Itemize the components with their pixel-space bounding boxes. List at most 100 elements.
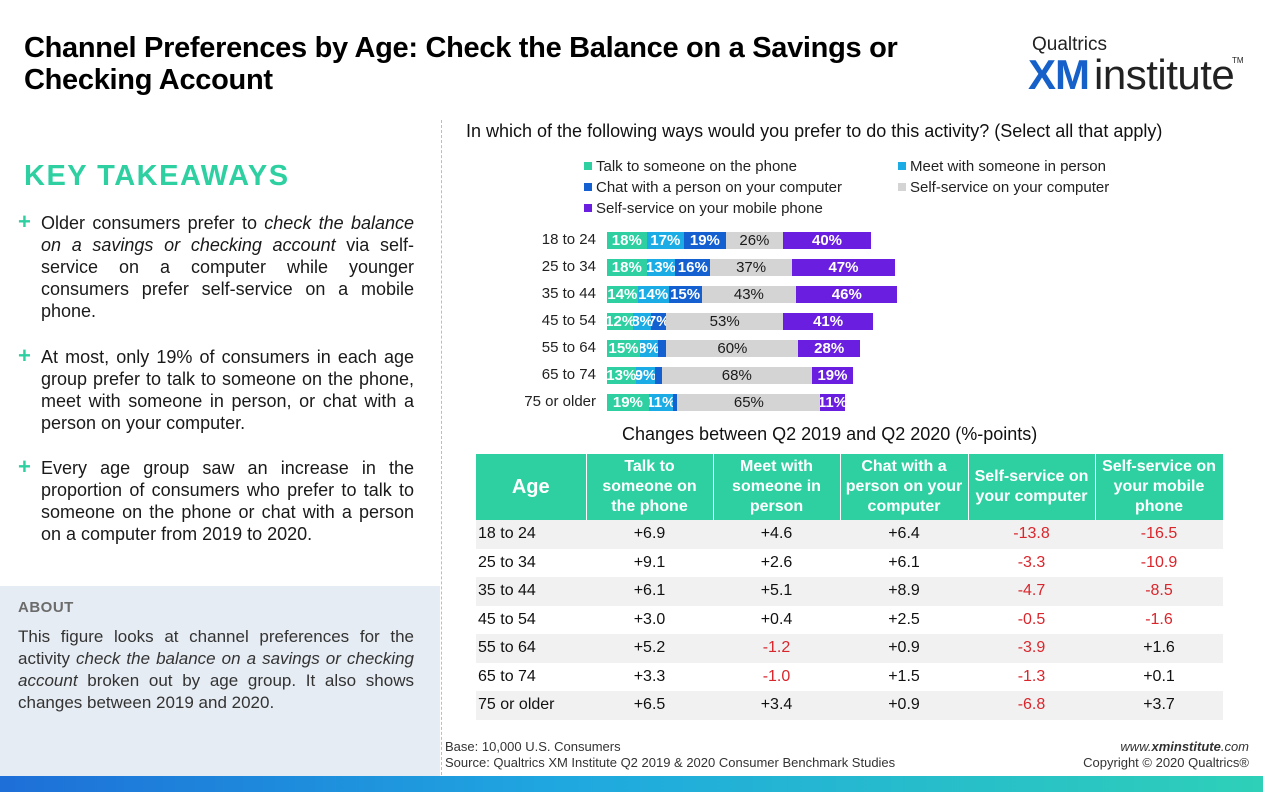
bar-row-label: 65 to 74 — [541, 366, 596, 383]
bar-segment-chat — [655, 367, 662, 384]
bar-row-label: 35 to 44 — [541, 285, 596, 302]
changes-table: Age Talk to someone on the phone Meet wi… — [476, 454, 1224, 720]
about-text: This figure looks at channel preferences… — [18, 627, 414, 712]
table-cell-change: +0.9 — [840, 634, 968, 663]
bar-segment-meet: 9% — [635, 367, 656, 384]
bar-segment-self-mobile: 11% — [820, 394, 845, 411]
column-header-chat: Chat with a person on your computer — [840, 454, 969, 520]
table-cell-change: +1.5 — [888, 667, 920, 685]
takeaway-item: + Older consumers prefer to check the ba… — [18, 209, 414, 322]
column-header-talk: Talk to someone on the phone — [586, 454, 714, 520]
takeaway-item: + Every age group saw an increase in the… — [18, 454, 414, 545]
legend-swatch — [898, 162, 906, 170]
legend-item-self-computer: Self-service on your computer — [898, 179, 1109, 196]
table-cell-change: -13.8 — [968, 520, 1095, 549]
changes-table-header-row: Age Talk to someone on the phone Meet wi… — [476, 454, 1224, 520]
footer-copyright: Copyright © 2020 Qualtrics® — [1083, 755, 1249, 770]
logo-xm-text: XM — [1028, 51, 1090, 98]
table-cell-change: +6.1 — [586, 577, 713, 606]
table-cell-change: -1.2 — [713, 634, 840, 663]
bar-segment-self-computer: 60% — [666, 340, 799, 357]
about-heading: ABOUT — [18, 599, 74, 616]
table-cell-change: +8.9 — [840, 577, 968, 606]
bar-row-label: 55 to 64 — [541, 339, 596, 356]
bar-segment-self-mobile: 19% — [811, 367, 854, 384]
page-title: Channel Preferences by Age: Check the Ba… — [24, 32, 898, 96]
legend-swatch — [584, 204, 592, 212]
logo-trademark: TM — [1232, 56, 1244, 65]
column-header-meet: Meet with someone in person — [713, 454, 841, 520]
bar-segment-talk: 14% — [607, 286, 638, 303]
column-header-self-mobile: Self-service on your mobile phone — [1095, 454, 1224, 520]
takeaway-text: At most, only 19% of consumers in each a… — [41, 347, 414, 433]
column-header-age: Age — [476, 454, 587, 520]
table-cell-change: -0.5 — [1017, 610, 1046, 628]
table-cell-change: -3.9 — [968, 634, 1095, 663]
bar-row-label: 75 or older — [524, 393, 596, 410]
bar-segment-chat — [673, 394, 678, 411]
table-cell-change: -1.3 — [1017, 667, 1046, 685]
bar-segment-meet: 13% — [646, 259, 676, 276]
table-cell-change: -1.0 — [762, 667, 791, 685]
table-cell-change: +3.0 — [633, 610, 666, 628]
bar-segment-talk: 18% — [607, 259, 647, 276]
bottom-gradient-bar — [0, 776, 1263, 792]
table-row: 35 to 44 +6.1 +5.1 +8.9 -4.7 -8.5 — [476, 577, 1223, 606]
bar-segment-talk: 18% — [607, 232, 647, 249]
bar-segment-self-mobile: 41% — [783, 313, 874, 330]
table-cell-age: 75 or older — [476, 691, 586, 720]
chart-title: In which of the following ways would you… — [466, 121, 1163, 141]
table-cell-change: -1.6 — [1145, 610, 1173, 628]
table-cell-age: 35 to 44 — [476, 577, 586, 606]
table-cell-change: -4.7 — [968, 577, 1095, 606]
table-row: 18 to 24 +6.9 +4.6 +6.4 -13.8 -16.5 — [476, 520, 1223, 549]
table-cell-age: 45 to 54 — [478, 610, 536, 628]
takeaway-text: Older consumers prefer to check the bala… — [41, 213, 414, 321]
footer-credits: www.xminstitute.com Copyright © 2020 Qua… — [1083, 739, 1249, 771]
plus-icon: + — [18, 454, 31, 479]
legend-item-chat: Chat with a person on your computer — [584, 179, 842, 196]
table-cell-change: +5.2 — [586, 634, 713, 663]
bar-segment-self-mobile: 46% — [796, 286, 898, 303]
bar-segment-talk: 12% — [607, 313, 634, 330]
bar-row-label: 45 to 54 — [541, 312, 596, 329]
table-cell-change: +0.1 — [1143, 667, 1175, 685]
legend-swatch — [584, 162, 592, 170]
logo-institute-text: institute — [1094, 51, 1235, 98]
table-cell-change: +6.9 — [586, 520, 713, 549]
table-cell-age: 25 to 34 — [478, 553, 536, 571]
legend-swatch — [584, 183, 592, 191]
changes-table-body: 18 to 24 +6.9 +4.6 +6.4 -13.8 -16.5 25 to 34 +9… — [476, 520, 1223, 720]
table-cell-change: +4.6 — [713, 520, 840, 549]
bar-segment-chat: 19% — [684, 232, 726, 249]
table-cell-change: -16.5 — [1095, 520, 1223, 549]
bar-segment-chat: 7% — [651, 313, 667, 330]
table-cell-change: +6.1 — [888, 553, 920, 571]
bar-segment-self-computer: 65% — [677, 394, 821, 411]
table-cell-change: -6.8 — [968, 691, 1095, 720]
bar-segment-self-computer: 43% — [701, 286, 797, 303]
takeaway-text: Every age group saw an increase in the p… — [41, 458, 414, 544]
table-cell-change: +3.7 — [1095, 691, 1223, 720]
bar-segment-chat: 15% — [668, 286, 702, 303]
bar-segment-self-mobile: 47% — [791, 259, 896, 276]
table-cell-age: 65 to 74 — [478, 667, 536, 685]
logo-qualtrics-text: Qualtrics — [1032, 34, 1107, 55]
legend-item-meet: Meet with someone in person — [898, 158, 1106, 175]
bar-segment-self-mobile: 28% — [798, 340, 860, 357]
bar-segment-chat — [657, 340, 667, 357]
footer-source: Base: 10,000 U.S. Consumers Source: Qual… — [445, 739, 895, 771]
table-cell-age: 55 to 64 — [476, 634, 586, 663]
bar-segment-meet: 8% — [633, 313, 651, 330]
plus-icon: + — [18, 209, 31, 234]
bar-segment-self-computer: 37% — [710, 259, 792, 276]
bar-segment-self-mobile: 40% — [783, 232, 871, 249]
table-cell-change: +6.5 — [586, 691, 713, 720]
table-cell-change: -8.5 — [1095, 577, 1223, 606]
about-panel: ABOUT This figure looks at channel prefe… — [0, 586, 440, 776]
table-cell-change: +2.5 — [888, 610, 920, 628]
table-cell-change: +3.3 — [633, 667, 666, 685]
bar-segment-meet: 8% — [640, 340, 658, 357]
table-cell-change: +9.1 — [633, 553, 666, 571]
table-cell-change: -3.3 — [1017, 553, 1046, 571]
